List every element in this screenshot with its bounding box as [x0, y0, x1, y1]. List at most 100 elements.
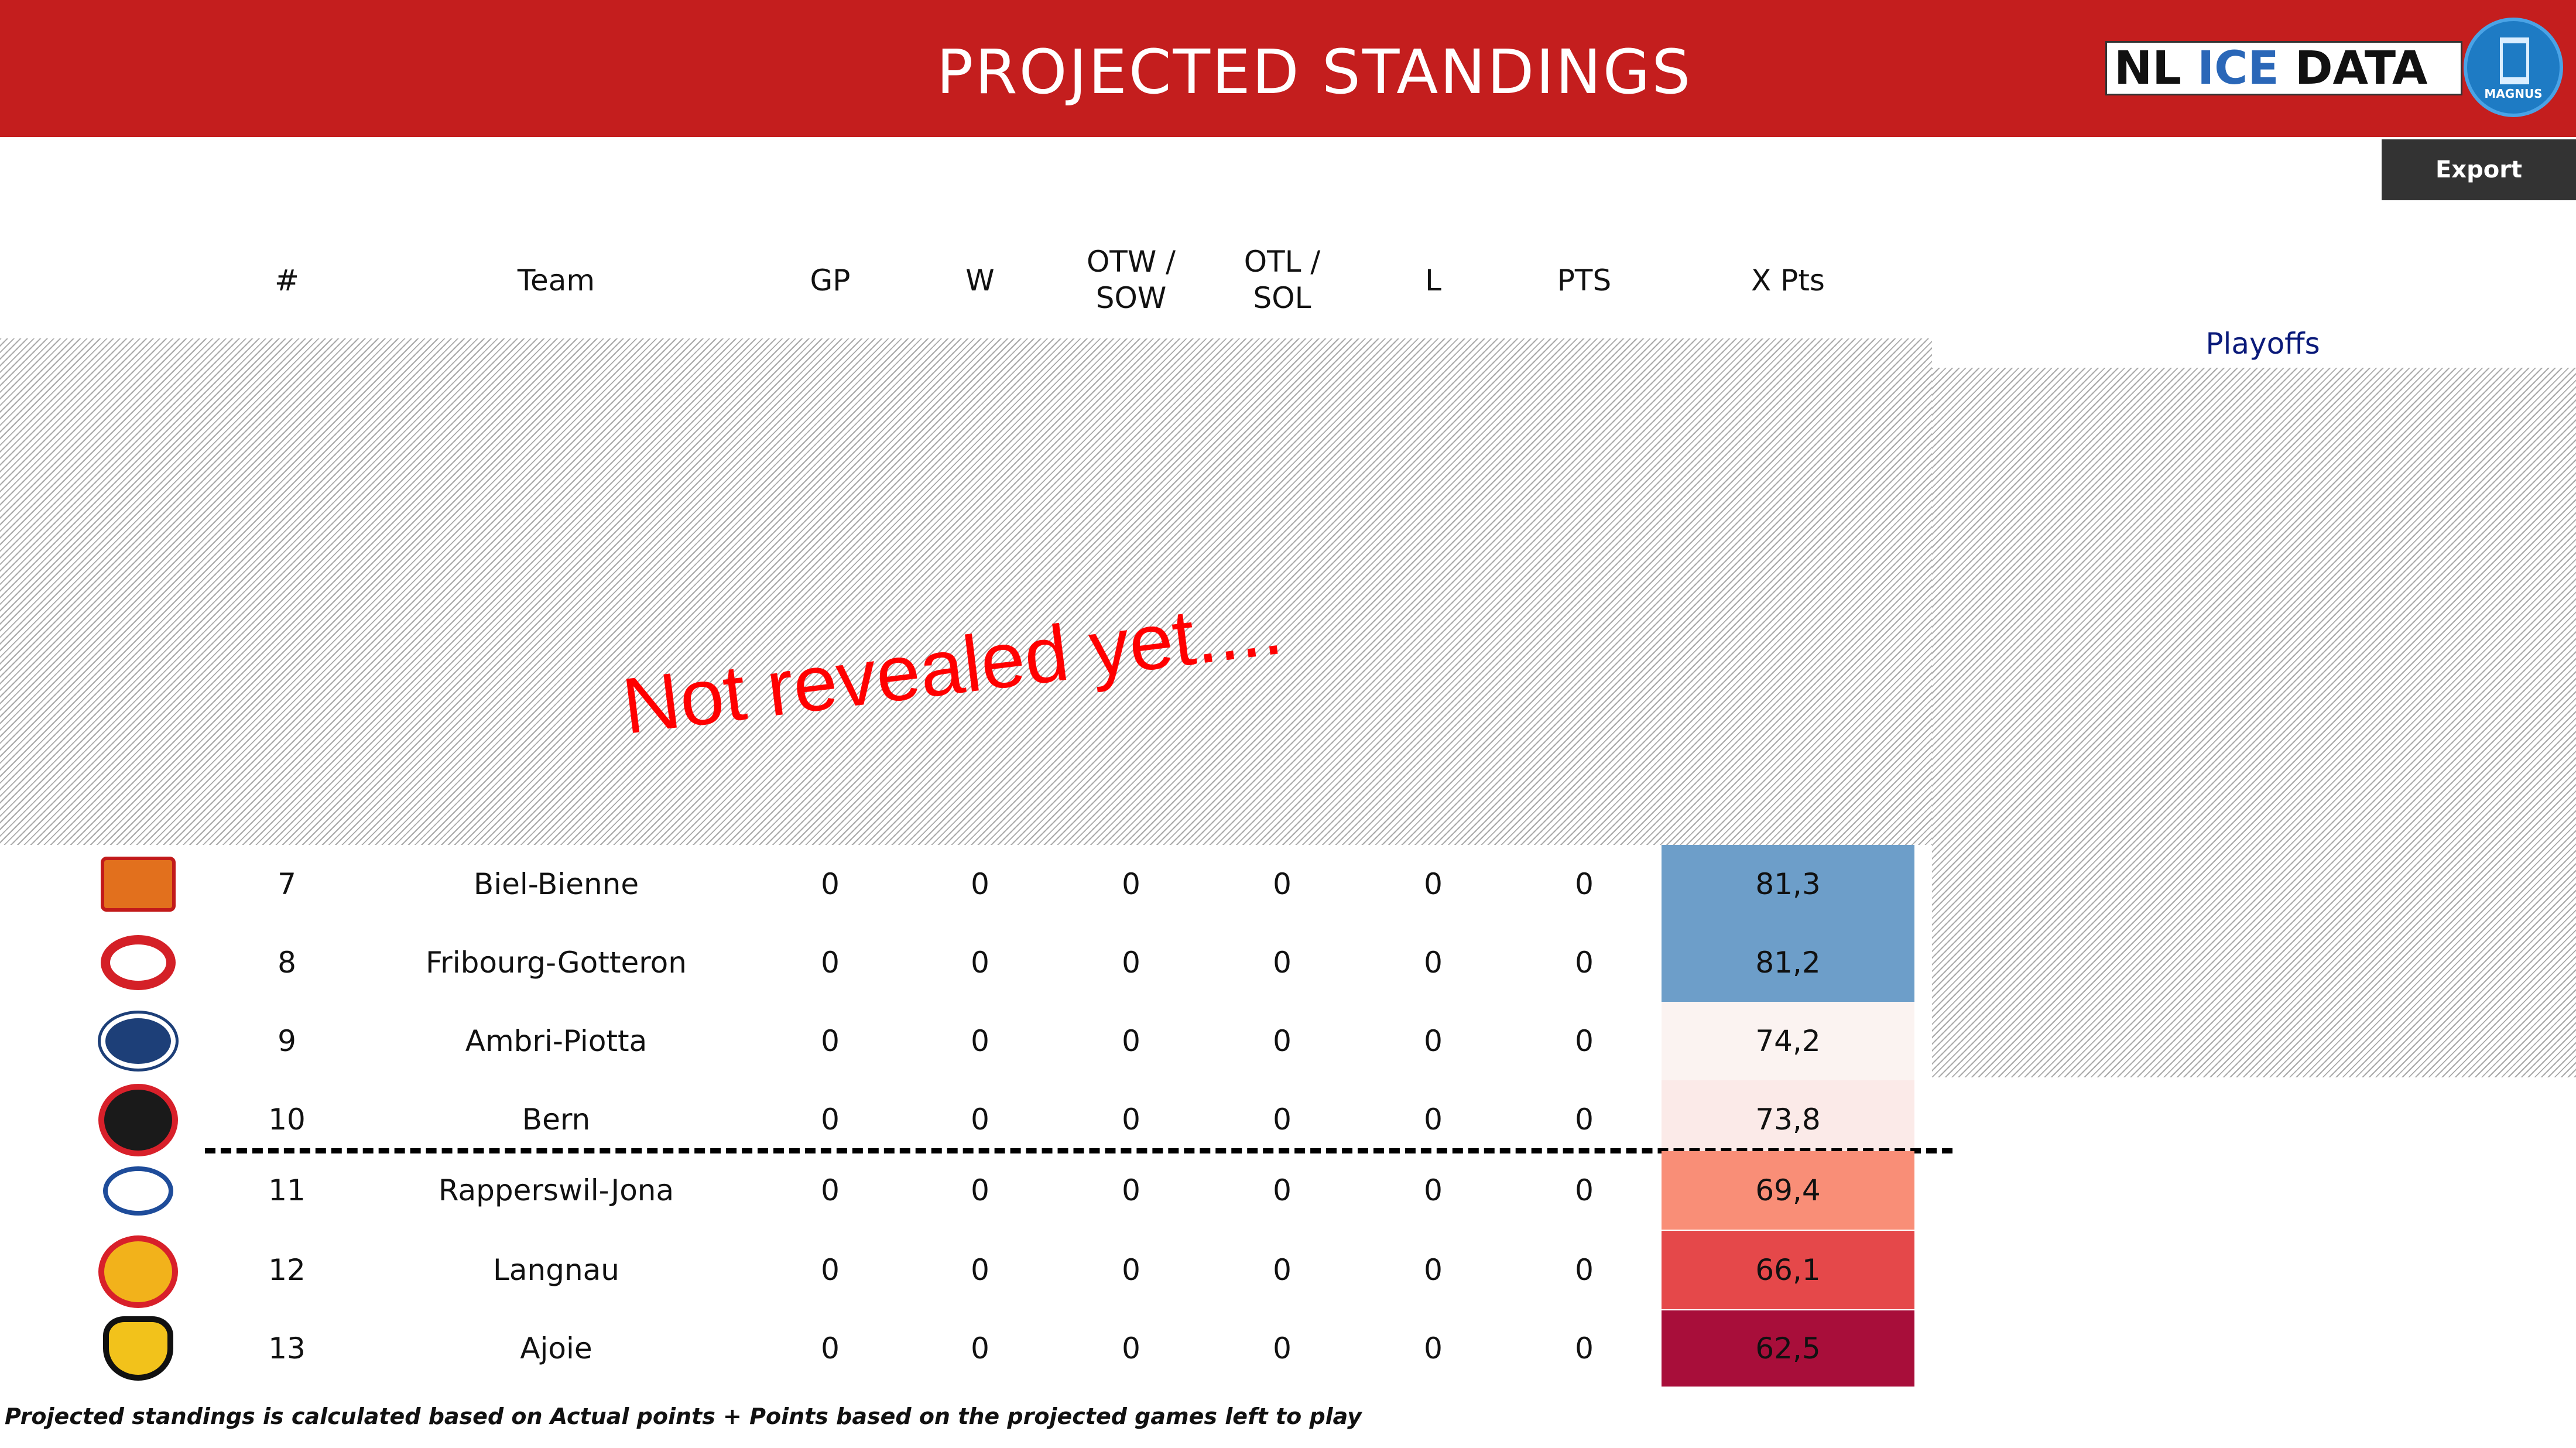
w-cell: 0: [971, 1173, 989, 1207]
table-row: 13 Ajoie 0 0 0 0 0 0 62,5: [0, 1310, 1932, 1387]
playoffs-zone-label: Playoffs: [2205, 327, 2320, 361]
table-row: 12 Langnau 0 0 0 0 0 0 66,1: [0, 1231, 1932, 1310]
table-row: 7 Biel-Bienne 0 0 0 0 0 0 81,3: [0, 845, 1932, 923]
otw-cell: 0: [1122, 946, 1140, 980]
pts-cell: 0: [1575, 1103, 1594, 1137]
otl-cell: 0: [1273, 1331, 1292, 1365]
otw-cell: 0: [1122, 867, 1140, 901]
logo-text-nl: NL: [2114, 42, 2181, 95]
gp-cell: 0: [821, 1253, 840, 1287]
l-cell: 0: [1424, 1024, 1443, 1058]
logo-text-ice: ICE: [2197, 42, 2279, 95]
col-header-team: Team: [517, 263, 595, 297]
scl-tigers-logo-icon: [98, 1235, 178, 1308]
team-cell: Langnau: [493, 1253, 619, 1287]
ehc-biel-logo-icon: [101, 857, 176, 912]
otw-cell: 0: [1122, 1173, 1140, 1207]
xpts-cell: 73,8: [1662, 1080, 1914, 1159]
logo-badge-text: MAGNUS: [2484, 87, 2543, 101]
page-title: PROJECTED STANDINGS: [936, 36, 1693, 108]
gp-cell: 0: [821, 867, 840, 901]
w-cell: 0: [971, 867, 989, 901]
table-row: 8 Fribourg-Gotteron 0 0 0 0 0 0 81,2: [0, 923, 1932, 1002]
l-cell: 0: [1424, 867, 1443, 901]
rank-cell: 12: [268, 1253, 306, 1287]
hidden-rows-overlay: [0, 338, 1932, 845]
table-row: 11 Rapperswil-Jona 0 0 0 0 0 0 69,4: [0, 1151, 1932, 1231]
otl-cell: 0: [1273, 1103, 1292, 1137]
table-row: 9 Ambri-Piotta 0 0 0 0 0 0 74,2: [0, 1002, 1932, 1080]
otl-cell: 0: [1273, 1253, 1292, 1287]
nl-ice-data-logo: NL ICE DATA: [2105, 41, 2462, 95]
xpts-cell: 69,4: [1662, 1151, 1914, 1230]
w-cell: 0: [971, 1253, 989, 1287]
playoffs-zone-overlay: [1932, 368, 2576, 1077]
trophy-cup-shape: [2500, 37, 2529, 84]
xpts-cell: 66,1: [1662, 1231, 1914, 1309]
magnus-trophy-icon: MAGNUS: [2464, 18, 2563, 117]
pts-cell: 0: [1575, 1331, 1594, 1365]
xpts-cell: 62,5: [1662, 1310, 1914, 1387]
xpts-cell: 81,2: [1662, 923, 1914, 1002]
team-cell: Ajoie: [520, 1331, 592, 1365]
logo-text-data: DATA: [2294, 42, 2428, 95]
team-cell: Biel-Bienne: [473, 867, 639, 901]
hc-ajoie-logo-icon: [103, 1316, 173, 1381]
export-button[interactable]: Export: [2382, 139, 2576, 200]
w-cell: 0: [971, 1024, 989, 1058]
gp-cell: 0: [821, 1103, 840, 1137]
w-cell: 0: [971, 946, 989, 980]
l-cell: 0: [1424, 1173, 1443, 1207]
table-row: 10 Bern 0 0 0 0 0 0 73,8: [0, 1080, 1932, 1159]
l-cell: 0: [1424, 1103, 1443, 1137]
otw-cell: 0: [1122, 1024, 1140, 1058]
otw-cell: 0: [1122, 1253, 1140, 1287]
rank-cell: 8: [278, 946, 296, 980]
otw-cell: 0: [1122, 1331, 1140, 1365]
xpts-cell: 81,3: [1662, 845, 1914, 923]
col-header-xpts: X Pts: [1751, 263, 1825, 297]
gp-cell: 0: [821, 1173, 840, 1207]
otl-cell: 0: [1273, 1173, 1292, 1207]
pts-cell: 0: [1575, 1024, 1594, 1058]
hc-fribourg-gotteron-logo-icon: [101, 935, 176, 990]
rank-cell: 9: [278, 1024, 296, 1058]
pts-cell: 0: [1575, 946, 1594, 980]
col-header-rank: #: [275, 263, 299, 297]
rank-cell: 7: [278, 867, 296, 901]
col-header-otw-sow: OTW / SOW: [1086, 245, 1176, 315]
rank-cell: 13: [268, 1331, 306, 1365]
w-cell: 0: [971, 1331, 989, 1365]
gp-cell: 0: [821, 946, 840, 980]
col-header-gp: GP: [810, 263, 851, 297]
pts-cell: 0: [1575, 867, 1594, 901]
w-cell: 0: [971, 1103, 989, 1137]
gp-cell: 0: [821, 1024, 840, 1058]
rank-cell: 10: [268, 1103, 306, 1137]
col-header-l: L: [1425, 263, 1441, 297]
sc-bern-logo-icon: [98, 1084, 178, 1156]
col-header-pts: PTS: [1557, 263, 1612, 297]
hc-ambri-piotta-logo-icon: [101, 1014, 176, 1069]
col-header-w: W: [965, 263, 995, 297]
otl-cell: 0: [1273, 867, 1292, 901]
pts-cell: 0: [1575, 1173, 1594, 1207]
rapperswil-jona-lakers-logo-icon: [103, 1166, 173, 1216]
playoff-cutoff-line: [205, 1148, 1952, 1153]
pts-cell: 0: [1575, 1253, 1594, 1287]
otl-cell: 0: [1273, 946, 1292, 980]
rank-cell: 11: [268, 1173, 306, 1207]
team-cell: Fribourg-Gotteron: [426, 946, 687, 980]
otw-cell: 0: [1122, 1103, 1140, 1137]
otl-cell: 0: [1273, 1024, 1292, 1058]
team-cell: Bern: [522, 1103, 591, 1137]
l-cell: 0: [1424, 946, 1443, 980]
team-cell: Ambri-Piotta: [465, 1024, 648, 1058]
l-cell: 0: [1424, 1331, 1443, 1365]
team-cell: Rapperswil-Jona: [438, 1173, 674, 1207]
xpts-cell: 74,2: [1662, 1002, 1914, 1080]
footnote-text: Projected standings is calculated based …: [5, 1404, 1362, 1429]
l-cell: 0: [1424, 1253, 1443, 1287]
col-header-otl-sol: OTL / SOL: [1244, 245, 1321, 315]
gp-cell: 0: [821, 1331, 840, 1365]
